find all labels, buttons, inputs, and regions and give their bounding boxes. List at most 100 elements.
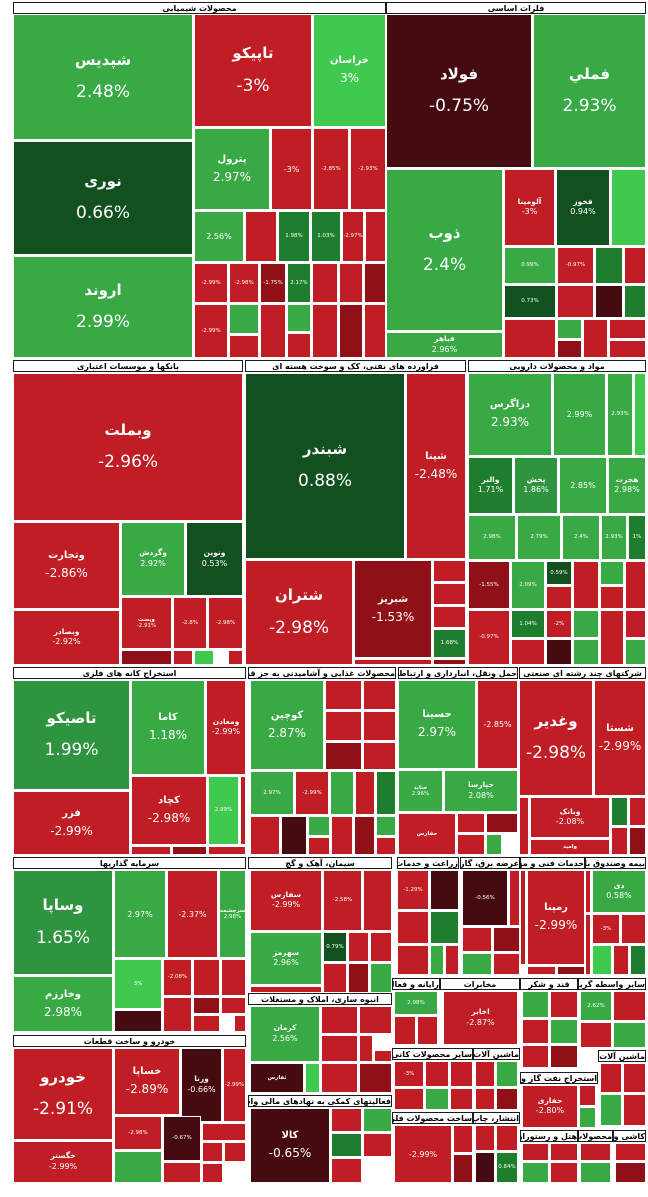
stock-tile[interactable] xyxy=(363,711,396,741)
stock-tile[interactable]: حفاری -2.80% xyxy=(522,1085,578,1128)
stock-tile[interactable]: خراسان 3% xyxy=(313,14,386,127)
stock-tile[interactable] xyxy=(550,1045,578,1068)
stock-tile[interactable] xyxy=(623,1063,646,1093)
stock-tile[interactable] xyxy=(433,606,466,628)
stock-tile[interactable]: -1.29% xyxy=(397,870,429,910)
stock-tile[interactable]: آلومینا -3% xyxy=(504,169,555,246)
stock-tile[interactable]: 3% xyxy=(114,959,162,1009)
stock-tile[interactable]: حسینا 2.97% xyxy=(398,680,476,769)
stock-tile[interactable]: فباهر 2.96% xyxy=(386,332,503,358)
stock-tile[interactable] xyxy=(430,945,444,975)
stock-tile[interactable]: 0.59% xyxy=(546,561,572,585)
stock-tile[interactable] xyxy=(339,304,363,358)
stock-tile[interactable] xyxy=(600,610,624,665)
stock-tile[interactable]: 2.97% xyxy=(250,771,294,815)
stock-tile[interactable] xyxy=(376,837,396,855)
stock-tile[interactable]: فولاد -0.75% xyxy=(386,14,532,168)
stock-tile[interactable]: 2.98% xyxy=(394,991,438,1015)
stock-tile[interactable] xyxy=(453,1125,473,1153)
stock-tile[interactable] xyxy=(308,816,330,836)
stock-tile[interactable] xyxy=(321,1035,358,1062)
stock-tile[interactable] xyxy=(453,1154,473,1183)
stock-tile[interactable] xyxy=(457,813,485,833)
stock-tile[interactable] xyxy=(331,1133,362,1157)
stock-tile[interactable] xyxy=(600,561,624,585)
stock-tile[interactable]: -1.75% xyxy=(260,263,286,303)
stock-tile[interactable] xyxy=(615,1162,646,1183)
stock-tile[interactable]: -2.93% xyxy=(350,128,386,210)
stock-tile[interactable]: -1.55% xyxy=(468,561,510,609)
stock-tile[interactable] xyxy=(250,816,280,855)
stock-tile[interactable]: 1.68% xyxy=(433,629,466,658)
stock-tile[interactable] xyxy=(522,1143,549,1161)
stock-tile[interactable] xyxy=(365,211,386,262)
stock-tile[interactable] xyxy=(325,711,362,741)
stock-tile[interactable] xyxy=(348,932,369,962)
stock-tile[interactable]: شتران -2.98% xyxy=(245,560,353,665)
stock-tile[interactable] xyxy=(504,319,556,358)
stock-tile[interactable]: وبملت -2.96% xyxy=(13,373,243,521)
stock-tile[interactable]: وپست -2.91% xyxy=(121,597,172,649)
stock-tile[interactable] xyxy=(425,1088,449,1110)
stock-tile[interactable] xyxy=(493,927,520,952)
stock-tile[interactable]: 1.04% xyxy=(511,610,545,638)
stock-tile[interactable]: ومعادن -2.99% xyxy=(206,680,246,775)
stock-tile[interactable] xyxy=(245,211,277,262)
stock-tile[interactable] xyxy=(585,914,591,975)
stock-tile[interactable] xyxy=(331,816,353,855)
stock-tile[interactable]: 2.79% xyxy=(517,515,561,560)
stock-tile[interactable]: شپدیس 2.48% xyxy=(13,14,193,140)
stock-tile[interactable] xyxy=(579,1107,596,1128)
stock-tile[interactable] xyxy=(550,1162,578,1183)
stock-tile[interactable]: -3% xyxy=(271,128,312,210)
stock-tile[interactable]: 1% xyxy=(628,515,646,560)
stock-tile[interactable] xyxy=(370,932,392,962)
stock-tile[interactable] xyxy=(363,1108,392,1132)
stock-tile[interactable]: وغدیر -2.98% xyxy=(519,680,593,796)
stock-tile[interactable] xyxy=(229,335,259,358)
stock-tile[interactable]: ونوین 0.53% xyxy=(186,522,243,596)
stock-tile[interactable] xyxy=(475,1061,495,1087)
stock-tile[interactable] xyxy=(359,1006,392,1034)
stock-tile[interactable]: -2.99% xyxy=(394,1125,452,1183)
stock-tile[interactable] xyxy=(325,742,362,770)
stock-tile[interactable]: 0.79% xyxy=(323,932,347,962)
stock-tile[interactable]: پترول 2.97% xyxy=(194,128,270,210)
stock-tile[interactable]: -2% xyxy=(546,610,572,638)
stock-tile[interactable] xyxy=(202,1163,223,1183)
stock-tile[interactable] xyxy=(475,1125,495,1151)
stock-tile[interactable]: 1.03% xyxy=(311,211,341,262)
stock-tile[interactable]: -2.97% xyxy=(342,211,364,262)
stock-tile[interactable] xyxy=(457,834,485,855)
stock-tile[interactable] xyxy=(595,285,623,318)
stock-tile[interactable] xyxy=(287,333,311,358)
stock-tile[interactable] xyxy=(486,834,502,855)
stock-tile[interactable] xyxy=(370,963,392,993)
stock-tile[interactable]: -2.99% xyxy=(223,1048,246,1122)
stock-tile[interactable] xyxy=(114,1151,162,1183)
stock-tile[interactable] xyxy=(194,650,214,665)
stock-tile[interactable] xyxy=(621,914,646,944)
stock-tile[interactable] xyxy=(630,945,646,975)
stock-tile[interactable] xyxy=(312,304,338,358)
stock-tile[interactable] xyxy=(573,561,599,609)
stock-tile[interactable]: شبریز -1.53% xyxy=(354,560,432,658)
stock-tile[interactable]: شستا -2.99% xyxy=(594,680,646,796)
stock-tile[interactable] xyxy=(445,945,459,975)
stock-tile[interactable] xyxy=(348,963,369,993)
stock-tile[interactable] xyxy=(364,263,386,303)
stock-tile[interactable]: حپارسا 2.08% xyxy=(444,770,518,812)
stock-tile[interactable]: 2.97% xyxy=(114,870,166,958)
stock-tile[interactable] xyxy=(172,846,207,855)
stock-tile[interactable]: دزاگرس 2.93% xyxy=(468,373,552,456)
stock-tile[interactable]: وگردش 2.92% xyxy=(121,522,185,596)
stock-tile[interactable]: کالا -0.65% xyxy=(250,1108,330,1183)
stock-tile[interactable]: کاما 1.18% xyxy=(131,680,205,775)
stock-tile[interactable] xyxy=(331,1158,362,1183)
stock-tile[interactable] xyxy=(613,945,629,975)
stock-tile[interactable] xyxy=(462,927,492,952)
stock-tile[interactable] xyxy=(208,846,246,855)
stock-tile[interactable] xyxy=(433,560,466,582)
stock-tile[interactable] xyxy=(585,870,591,913)
stock-tile[interactable] xyxy=(287,304,311,332)
